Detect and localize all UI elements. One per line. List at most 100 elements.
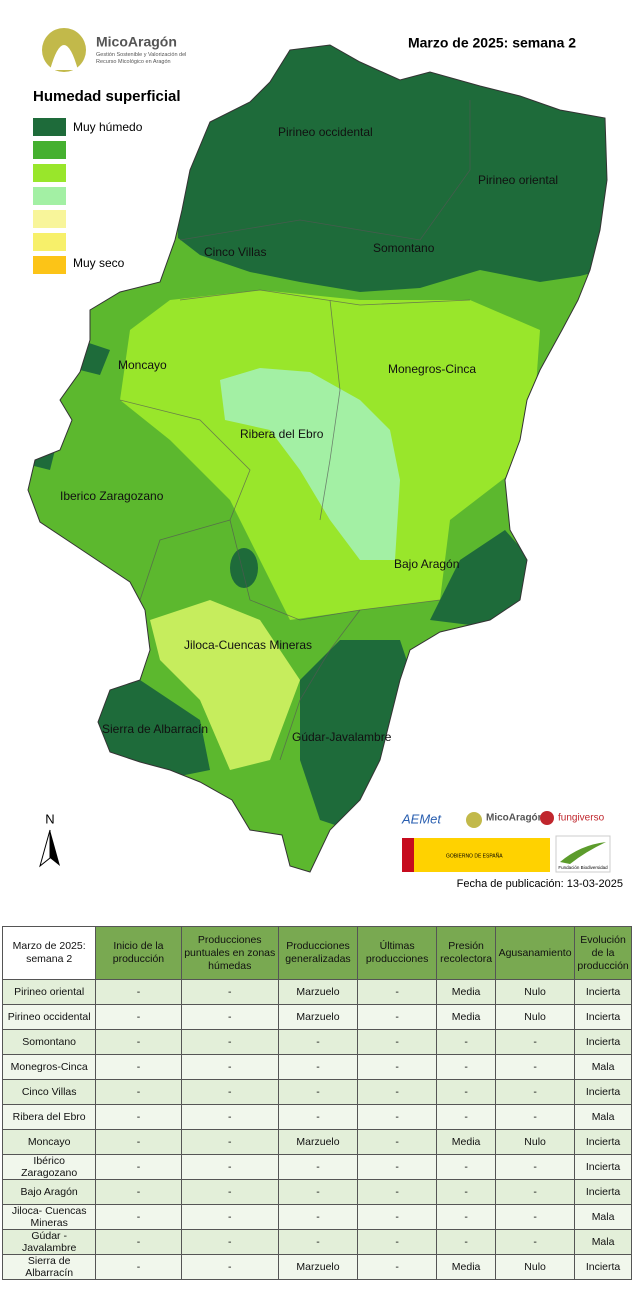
table-row: Cinco Villas - - - - - - Incierta [1, 1079, 632, 1105]
north-arrow: N [39, 811, 60, 868]
table-cell: Media [436, 1004, 497, 1030]
legend-swatch [33, 210, 66, 228]
table-cell: - [277, 1229, 359, 1255]
table-cell: - [180, 1104, 279, 1130]
map-outline [27, 44, 608, 873]
table-cell: - [495, 1204, 576, 1230]
region-label: Sierra de Albarracín [102, 722, 208, 736]
region-label: Gúdar-Javalambre [292, 730, 392, 744]
table-cell: - [95, 1004, 182, 1030]
table-cell: - [277, 1104, 359, 1130]
table-cell: Mala [574, 1204, 632, 1230]
row-header: Pirineo oriental [1, 979, 97, 1005]
legend-swatch [33, 164, 66, 182]
table-cell: - [436, 1104, 497, 1130]
table-cell: - [357, 1029, 438, 1055]
table-row: Jiloca- Cuencas Mineras - - - - - - Mala [1, 1204, 632, 1230]
region-borders [119, 100, 471, 761]
legend: Muy húmedo Muy seco [33, 118, 143, 274]
table-cell: - [357, 1079, 438, 1105]
table-cell: - [95, 1154, 182, 1180]
table-cell: Marzuelo [277, 1254, 359, 1280]
table-row: Ibérico Zaragozano - - - - - - Incierta [1, 1154, 632, 1180]
legend-swatch [33, 141, 66, 159]
table-cell: - [436, 1029, 497, 1055]
table-row: Ribera del Ebro - - - - - - Mala [1, 1104, 632, 1130]
table-cell: - [357, 1104, 438, 1130]
table-cell: Incierta [574, 1004, 632, 1030]
region-label: Ribera del Ebro [240, 427, 324, 441]
row-header: Moncayo [1, 1129, 97, 1155]
logo-tagline: Gestión Sostenible y Valorización del Re… [96, 52, 187, 65]
table-cell: - [357, 1154, 438, 1180]
table-cell: - [357, 1004, 438, 1030]
table-row: Bajo Aragón - - - - - - Incierta [1, 1179, 632, 1205]
region-label: Bajo Aragón [394, 557, 459, 571]
region-label: Somontano [373, 241, 435, 255]
table-cell: - [495, 1154, 576, 1180]
table-cell: - [180, 1254, 279, 1280]
table-cell: - [277, 1204, 359, 1230]
column-header: Últimas producciones [357, 926, 438, 980]
table-cell: - [95, 1054, 182, 1080]
partner-logo: GOBIERNO DE ESPAÑA [446, 852, 503, 859]
region-labels: Pirineo occidental Pirineo oriental Cinc… [60, 125, 558, 744]
table-cell: - [180, 1204, 279, 1230]
table-cell: Incierta [574, 1179, 632, 1205]
table-cell: - [180, 1229, 279, 1255]
region-label: Monegros-Cinca [388, 362, 476, 376]
row-header: Gúdar - Javalambre [1, 1229, 97, 1255]
table-cell: Incierta [574, 1154, 632, 1180]
forecast-table: Marzo de 2025: semana 2 Inicio de la prod… [1, 926, 632, 1280]
publication-date: Fecha de publicación: 13-03-2025 [457, 878, 623, 890]
table-cell: - [357, 1254, 438, 1280]
row-header: Sierra de Albarracín [1, 1254, 97, 1280]
table-cell: Marzuelo [277, 1129, 359, 1155]
row-header: Cinco Villas [1, 1079, 97, 1105]
region-label: Jiloca-Cuencas Mineras [184, 638, 312, 652]
table-cell: - [495, 1079, 576, 1105]
table-cell: - [95, 1204, 182, 1230]
table-cell: Nulo [495, 1254, 576, 1280]
table-cell: Mala [574, 1054, 632, 1080]
table-header: Marzo de 2025: semana 2 Inicio de la prod… [1, 926, 632, 980]
table-row: Monegros-Cinca - - - - - - Mala [1, 1054, 632, 1080]
table-cell: - [277, 1029, 359, 1055]
table-cell: Incierta [574, 1254, 632, 1280]
table-cell: - [357, 1204, 438, 1230]
table-body: Pirineo oriental - - Marzuelo - Media Nulo Inci… [1, 979, 632, 1280]
table-cell: Media [436, 1129, 497, 1155]
row-header: Bajo Aragón [1, 1179, 97, 1205]
row-header: Ribera del Ebro [1, 1104, 97, 1130]
north-label: N [45, 811, 54, 826]
table-cell: Nulo [495, 1004, 576, 1030]
partner-logo: Fundación Biodiversidad [558, 865, 608, 870]
table-cell: - [180, 1054, 279, 1080]
table-cell: - [95, 1129, 182, 1155]
table-cell: - [277, 1179, 359, 1205]
table-cell: - [95, 1029, 182, 1055]
table-cell: Marzuelo [277, 1004, 359, 1030]
logo: MicoAragón Gestión Sostenible y Valoriza… [42, 28, 187, 72]
legend-label: Muy seco [73, 256, 125, 270]
table-cell: - [495, 1179, 576, 1205]
table-cell: - [357, 1054, 438, 1080]
table-cell: - [95, 1229, 182, 1255]
partner-logo: AEMet [401, 811, 442, 826]
row-header: Monegros-Cinca [1, 1054, 97, 1080]
table-cell: - [436, 1079, 497, 1105]
column-header: Producciones puntuales en zonas húmedas [180, 926, 279, 980]
table-cell: - [180, 1029, 279, 1055]
table-cell: - [180, 1004, 279, 1030]
partner-logo: MicoAragón [486, 813, 544, 824]
table-cell: - [277, 1079, 359, 1105]
table-cell: Incierta [574, 979, 632, 1005]
region-label: Moncayo [118, 358, 167, 372]
legend-swatch [33, 187, 66, 205]
table-cell: Incierta [574, 1129, 632, 1155]
partner-logos: AEMet MicoAragón fungiverso GOBIERNO DE … [401, 811, 611, 873]
map-figure: MicoAragón Gestión Sostenible y Valoriza… [27, 28, 623, 890]
row-header: Pirineo occidental [1, 1004, 97, 1030]
